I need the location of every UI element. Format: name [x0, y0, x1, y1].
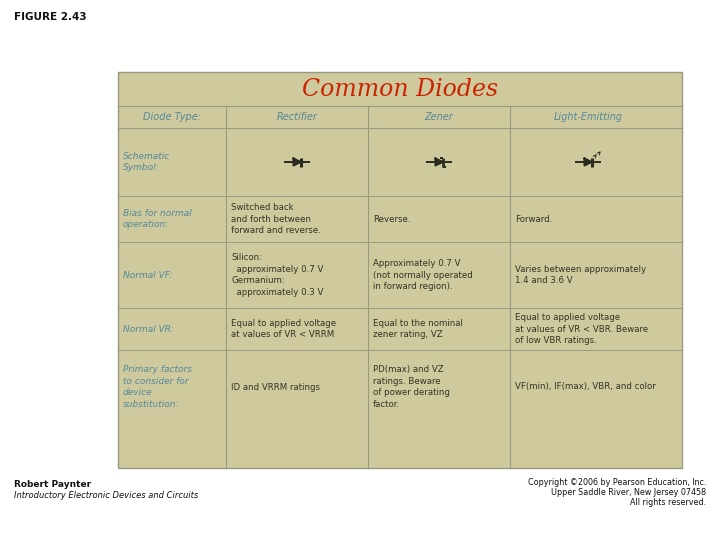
Text: Copyright ©2006 by Pearson Education, Inc.: Copyright ©2006 by Pearson Education, In…: [528, 478, 706, 487]
Text: Primary factors
to consider for
device
substitution:: Primary factors to consider for device s…: [123, 366, 192, 409]
Text: Equal to applied voltage
at values of VR < VRRM: Equal to applied voltage at values of VR…: [231, 319, 336, 339]
Polygon shape: [585, 159, 592, 165]
Text: Upper Saddle River, New Jersey 07458: Upper Saddle River, New Jersey 07458: [551, 488, 706, 497]
Text: PD(max) and VZ
ratings. Beware
of power derating
factor.: PD(max) and VZ ratings. Beware of power …: [373, 366, 450, 409]
Text: Normal VF:: Normal VF:: [123, 271, 173, 280]
Text: FIGURE 2.43: FIGURE 2.43: [14, 12, 86, 22]
Text: Equal to the nominal
zener rating, VZ: Equal to the nominal zener rating, VZ: [373, 319, 463, 339]
Text: Reverse.: Reverse.: [373, 214, 410, 224]
Text: Equal to applied voltage
at values of VR < VBR. Beware
of low VBR ratings.: Equal to applied voltage at values of VR…: [515, 313, 648, 345]
Text: Varies between approximately
1.4 and 3.6 V: Varies between approximately 1.4 and 3.6…: [515, 265, 646, 285]
Text: All rights reserved.: All rights reserved.: [630, 498, 706, 507]
Text: Diode Type:: Diode Type:: [143, 112, 201, 122]
Text: Forward.: Forward.: [515, 214, 552, 224]
Text: Schematic
Symbol:: Schematic Symbol:: [123, 152, 170, 172]
Text: Silicon:
  approximately 0.7 V
Germanium:
  approximately 0.3 V: Silicon: approximately 0.7 V Germanium: …: [231, 253, 323, 296]
Text: Approximately 0.7 V
(not normally operated
in forward region).: Approximately 0.7 V (not normally operat…: [373, 259, 473, 291]
Text: Normal VR:: Normal VR:: [123, 325, 174, 334]
Text: Zener: Zener: [425, 112, 454, 122]
Text: Switched back
and forth between
forward and reverse.: Switched back and forth between forward …: [231, 203, 321, 235]
Text: Common Diodes: Common Diodes: [302, 78, 498, 100]
Polygon shape: [294, 159, 300, 165]
Text: Robert Paynter: Robert Paynter: [14, 480, 91, 489]
Text: VF(min), IF(max), VBR, and color: VF(min), IF(max), VBR, and color: [515, 382, 656, 392]
Bar: [118, 72, 682, 468]
Text: Rectifier: Rectifier: [276, 112, 318, 122]
Text: Light-Emitting: Light-Emitting: [554, 112, 623, 122]
Text: Bias for normal
operation:: Bias for normal operation:: [123, 209, 192, 229]
Polygon shape: [436, 159, 443, 165]
Text: ID and VRRM ratings: ID and VRRM ratings: [231, 382, 320, 392]
Text: Introductory Electronic Devices and Circuits: Introductory Electronic Devices and Circ…: [14, 491, 198, 500]
